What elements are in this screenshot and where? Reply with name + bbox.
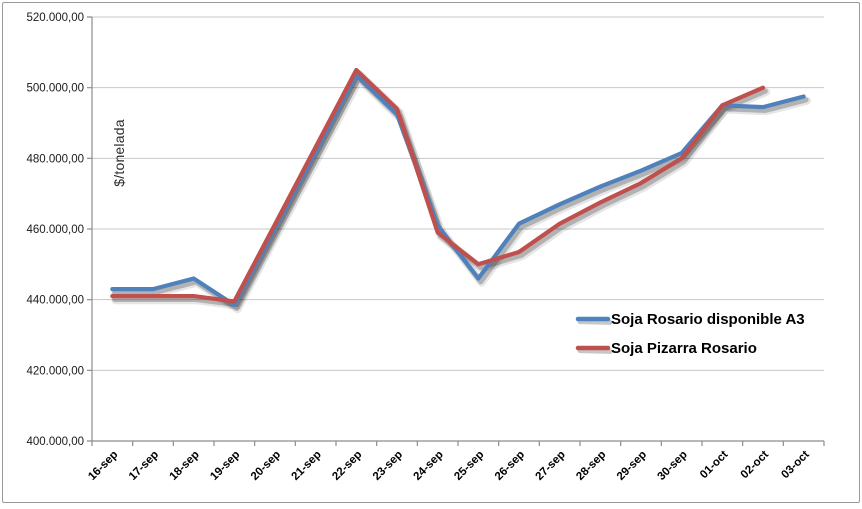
x-tick-label: 26-sep	[493, 449, 527, 483]
series-line-0	[110, 73, 806, 308]
y-tick-label: 480.000,00	[26, 153, 84, 165]
x-tick-label: 01-oct	[698, 449, 731, 482]
x-tick-label: 16-sep	[86, 449, 120, 483]
x-tick-label: 23-sep	[371, 449, 405, 483]
legend: Soja Rosario disponible A3 Soja Pizarra R…	[575, 311, 805, 357]
x-tick-label: 20-sep	[249, 449, 283, 483]
legend-label: Soja Rosario disponible A3	[611, 311, 805, 328]
y-axis-labels: 520.000,00 500.000,00 480.000,00 460.000,00…	[26, 12, 84, 448]
chart-frame: 520.000,00 500.000,00 480.000,00 460.000,00…	[2, 2, 860, 503]
x-axis-labels: 16-sep 17-sep 18-sep 19-sep 20-sep 21-sep 22-s…	[86, 449, 812, 483]
line-chart-plot: 520.000,00 500.000,00 480.000,00 460.000,00…	[26, 12, 825, 483]
legend-swatch-shadow	[577, 348, 613, 354]
series-shadow-0	[112, 76, 809, 311]
x-tick-label: 24-sep	[412, 449, 446, 483]
x-tick-label: 03-oct	[779, 449, 812, 482]
x-tick-label: 27-sep	[534, 449, 568, 483]
x-tick-label: 25-sep	[452, 449, 486, 483]
legend-swatch-shadow	[577, 319, 613, 325]
legend-label: Soja Pizarra Rosario	[611, 340, 757, 357]
y-tick-label: 520.000,00	[26, 12, 84, 24]
legend-item-0: Soja Rosario disponible A3	[575, 311, 805, 328]
legend-item-1: Soja Pizarra Rosario	[575, 340, 757, 357]
x-tick-label: 02-oct	[739, 449, 772, 482]
x-tick-label: 28-sep	[574, 449, 608, 483]
series-shadows	[111, 70, 811, 314]
y-tick-label: 440.000,00	[26, 295, 84, 307]
series-lines	[110, 67, 806, 308]
series-line-1	[110, 67, 766, 304]
x-tick-label: 17-sep	[127, 449, 161, 483]
series-shadow-blur-1	[111, 70, 771, 310]
series-shadow-1	[112, 70, 768, 308]
x-tick-label: 22-sep	[330, 449, 364, 483]
y-tick-label: 420.000,00	[26, 365, 84, 377]
x-tick-label: 19-sep	[208, 449, 242, 483]
y-tick-label: 500.000,00	[26, 83, 84, 95]
axes	[87, 16, 825, 446]
series-shadow-blur-0	[111, 75, 811, 314]
y-tick-label: 400.000,00	[26, 436, 84, 448]
x-tick-label: 30-sep	[656, 449, 690, 483]
y-tick-label: 460.000,00	[26, 224, 84, 236]
x-tick-label: 29-sep	[615, 449, 649, 483]
x-tick-label: 18-sep	[168, 449, 202, 483]
x-tick-label: 21-sep	[290, 449, 324, 483]
